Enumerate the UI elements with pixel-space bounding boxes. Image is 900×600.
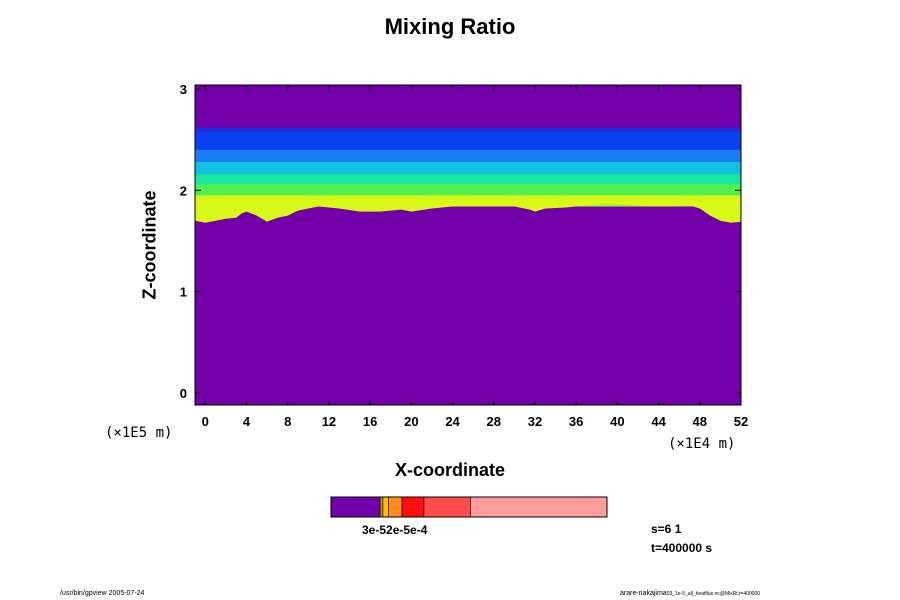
y-axis-ticks: 0 1 2 3 [180, 82, 741, 401]
x-tick-label: 0 [202, 414, 209, 429]
x-tick-label: 24 [445, 414, 460, 429]
mixing-band-2 [195, 149, 741, 165]
y-tick-label: 1 [180, 285, 187, 300]
x-tick-label: 48 [693, 414, 707, 429]
x-tick-label: 4 [243, 414, 251, 429]
y-tick-label: 3 [180, 82, 187, 97]
plot-frame [194, 84, 742, 406]
x-tick-label: 40 [610, 414, 624, 429]
y-tick-label: 0 [180, 386, 187, 401]
color-scale-segment-3 [388, 496, 403, 518]
y-axis-unit: (×1E5 m) [105, 425, 173, 441]
mixing-band-3 [195, 161, 741, 177]
x-tick-label: 8 [284, 414, 291, 429]
footer-right-small: 03_1e-5_all_heatflux.nc@MixRt,t=400000 [666, 591, 761, 597]
x-tick-label: 16 [363, 414, 377, 429]
color-scale-segment-2 [382, 496, 389, 518]
x-tick-label: 44 [651, 414, 666, 429]
x-tick-label: 36 [569, 414, 583, 429]
info-s: s=6 1 [651, 522, 682, 536]
x-tick-label: 12 [322, 414, 336, 429]
mixing-band-5 [195, 184, 741, 199]
mixing-band-0 [195, 127, 741, 134]
chart-title: Mixing Ratio [384, 14, 516, 39]
y-tick-label: 2 [180, 183, 187, 198]
x-tick-label: 28 [487, 414, 501, 429]
color-scale-segment-0 [330, 496, 381, 518]
x-tick-label: 32 [528, 414, 542, 429]
footer-right: arare-nakajima03_1e-5_all_heatflux.nc@Mi… [620, 590, 760, 597]
color-scale-segment-5 [423, 496, 471, 518]
footer-right-main: arare-nakajima [620, 590, 667, 597]
x-axis-ticks: 0 4 8 12 16 20 24 28 32 36 40 44 48 52 [202, 85, 748, 429]
color-scale-segment-4 [401, 496, 425, 518]
x-axis-label: X-coordinate [394, 460, 505, 480]
x-tick-label: 52 [734, 414, 748, 429]
color-scale-segment-6 [470, 496, 608, 518]
x-axis-unit: (×1E4 m) [668, 436, 736, 452]
color-scale-label: 3e-52e-5e-4 [362, 523, 428, 537]
color-scale-frame [330, 496, 608, 518]
mixing-band-1 [195, 131, 741, 152]
x-tick-label: 20 [404, 414, 418, 429]
mixing-band-4 [195, 174, 741, 187]
mixing-layer-lower-boundary [195, 195, 741, 223]
color-scale-segment-1 [379, 496, 384, 518]
info-t: t=400000 s [651, 541, 713, 555]
footer-left: /usr/bin/gpview 2005-07-24 [60, 590, 145, 597]
